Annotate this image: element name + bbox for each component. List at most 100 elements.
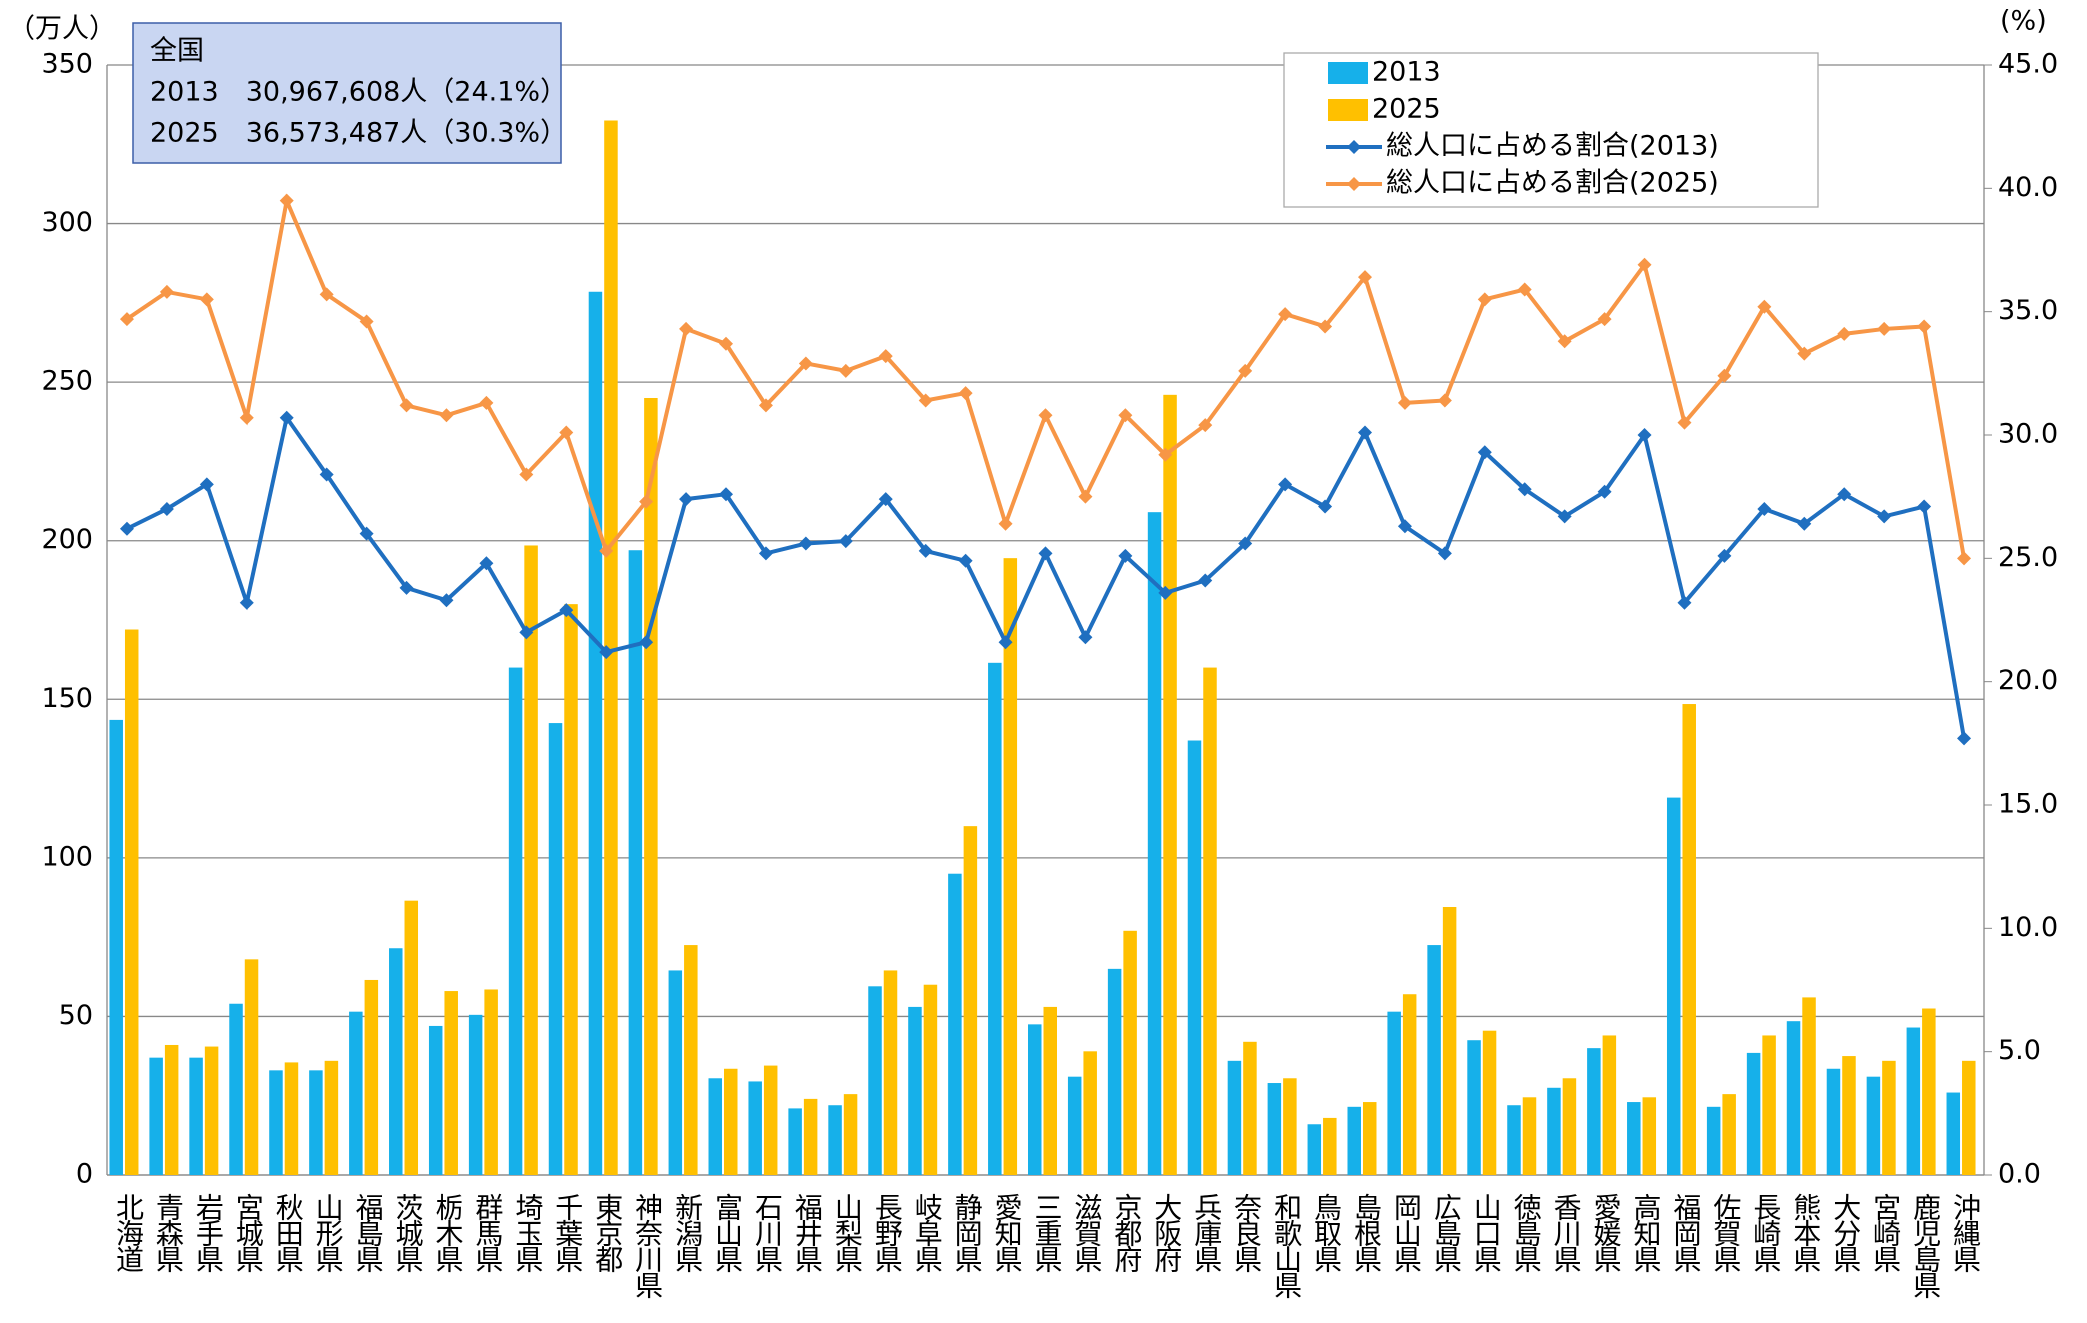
x-tick-label: 兵庫県 bbox=[1190, 1193, 1223, 1273]
x-tick-label: 岩手県 bbox=[192, 1193, 225, 1273]
bar bbox=[1467, 1040, 1481, 1175]
marker bbox=[719, 336, 734, 351]
x-tick-label: 栃木県 bbox=[431, 1193, 464, 1273]
annotation: 全国 bbox=[150, 36, 204, 67]
bar bbox=[164, 1044, 179, 1175]
bar bbox=[1307, 1124, 1322, 1175]
marker bbox=[1318, 319, 1333, 334]
x-tick-label: 鹿児島県 bbox=[1909, 1193, 1942, 1299]
marker bbox=[918, 393, 933, 408]
bar bbox=[389, 948, 403, 1175]
marker bbox=[1837, 487, 1852, 502]
marker bbox=[1677, 415, 1692, 430]
bar bbox=[1706, 1106, 1721, 1175]
bar bbox=[1482, 1030, 1497, 1175]
x-tick-label: 富山県 bbox=[711, 1193, 744, 1273]
line bbox=[126, 412, 1967, 739]
bar bbox=[828, 1105, 842, 1175]
bar bbox=[1187, 740, 1202, 1175]
bar bbox=[1587, 1048, 1601, 1175]
marker bbox=[399, 398, 414, 413]
bar bbox=[1946, 1092, 1961, 1175]
marker bbox=[1397, 519, 1412, 534]
marker bbox=[159, 502, 174, 516]
bar bbox=[1442, 907, 1457, 1175]
marker bbox=[1717, 548, 1732, 563]
marker bbox=[1118, 408, 1133, 423]
x-tick-label: 沖縄県 bbox=[1949, 1193, 1982, 1273]
marker bbox=[639, 494, 654, 509]
marker bbox=[1357, 270, 1372, 285]
bar bbox=[124, 629, 139, 1175]
marker bbox=[878, 492, 893, 507]
y2-tick-label: 10.0 bbox=[1998, 912, 2058, 943]
x-tick-label: 愛媛県 bbox=[1590, 1193, 1623, 1273]
bar bbox=[1107, 968, 1122, 1175]
bar bbox=[548, 723, 563, 1175]
bar bbox=[1427, 945, 1441, 1175]
marker bbox=[279, 410, 294, 425]
bar bbox=[349, 1011, 363, 1175]
marker bbox=[239, 410, 254, 425]
annotation-box bbox=[132, 22, 562, 164]
marker bbox=[1038, 546, 1053, 561]
bar bbox=[588, 291, 603, 1175]
bar bbox=[1826, 1068, 1841, 1175]
bar bbox=[508, 667, 523, 1175]
x-tick-label: 高知県 bbox=[1630, 1193, 1663, 1273]
x-tick-label: 福井県 bbox=[791, 1193, 824, 1273]
marker bbox=[1917, 319, 1932, 334]
marker bbox=[1597, 312, 1612, 327]
bar bbox=[364, 979, 379, 1175]
bar bbox=[963, 826, 978, 1175]
y2-tick-label: 45.0 bbox=[1998, 49, 2058, 80]
y2-tick-label: 5.0 bbox=[1998, 1035, 2041, 1066]
bar bbox=[1682, 704, 1696, 1175]
legend-label: 2025 bbox=[1372, 94, 1441, 125]
bar bbox=[1762, 1035, 1776, 1175]
bar bbox=[868, 986, 882, 1175]
bar bbox=[1882, 1060, 1896, 1175]
bar bbox=[444, 991, 458, 1175]
marker bbox=[119, 521, 134, 536]
marker bbox=[479, 556, 494, 571]
x-tick-label: 北海道 bbox=[112, 1193, 145, 1273]
marker bbox=[1877, 509, 1892, 524]
marker bbox=[1877, 321, 1892, 336]
y2-tick-label: 25.0 bbox=[1998, 542, 2058, 573]
marker bbox=[1357, 425, 1372, 440]
bar bbox=[1906, 1027, 1921, 1175]
marker bbox=[1517, 482, 1532, 497]
marker bbox=[1757, 502, 1772, 516]
x-tick-label: 滋賀県 bbox=[1070, 1193, 1103, 1273]
bar bbox=[428, 1025, 443, 1175]
y2-tick-label: 40.0 bbox=[1998, 172, 2058, 203]
marker bbox=[519, 467, 534, 482]
y-tick-label: 50 bbox=[59, 1000, 93, 1031]
bar bbox=[684, 945, 698, 1175]
marker bbox=[1158, 585, 1173, 600]
annotation: 2013 30,967,608人（24.1%） bbox=[150, 77, 567, 108]
x-tick-label: 宮城県 bbox=[232, 1193, 265, 1273]
marker bbox=[1717, 368, 1732, 383]
marker bbox=[1437, 393, 1452, 408]
bar bbox=[1746, 1052, 1761, 1175]
x-tick-label: 山梨県 bbox=[831, 1193, 864, 1273]
x-tick-label: 長崎県 bbox=[1749, 1193, 1782, 1273]
marker bbox=[1557, 509, 1572, 524]
x-tick-label: 岡山県 bbox=[1390, 1193, 1423, 1273]
bar bbox=[189, 1057, 203, 1175]
marker bbox=[559, 603, 574, 618]
legend-swatch bbox=[1328, 62, 1368, 84]
marker bbox=[1038, 408, 1053, 423]
bar bbox=[1227, 1060, 1242, 1175]
bar bbox=[1602, 1035, 1617, 1175]
bar bbox=[1123, 930, 1137, 1175]
marker bbox=[239, 595, 254, 610]
marker bbox=[1278, 477, 1293, 492]
bar bbox=[284, 1062, 299, 1175]
marker bbox=[1597, 484, 1612, 499]
bar bbox=[1043, 1006, 1057, 1175]
marker bbox=[479, 395, 494, 410]
